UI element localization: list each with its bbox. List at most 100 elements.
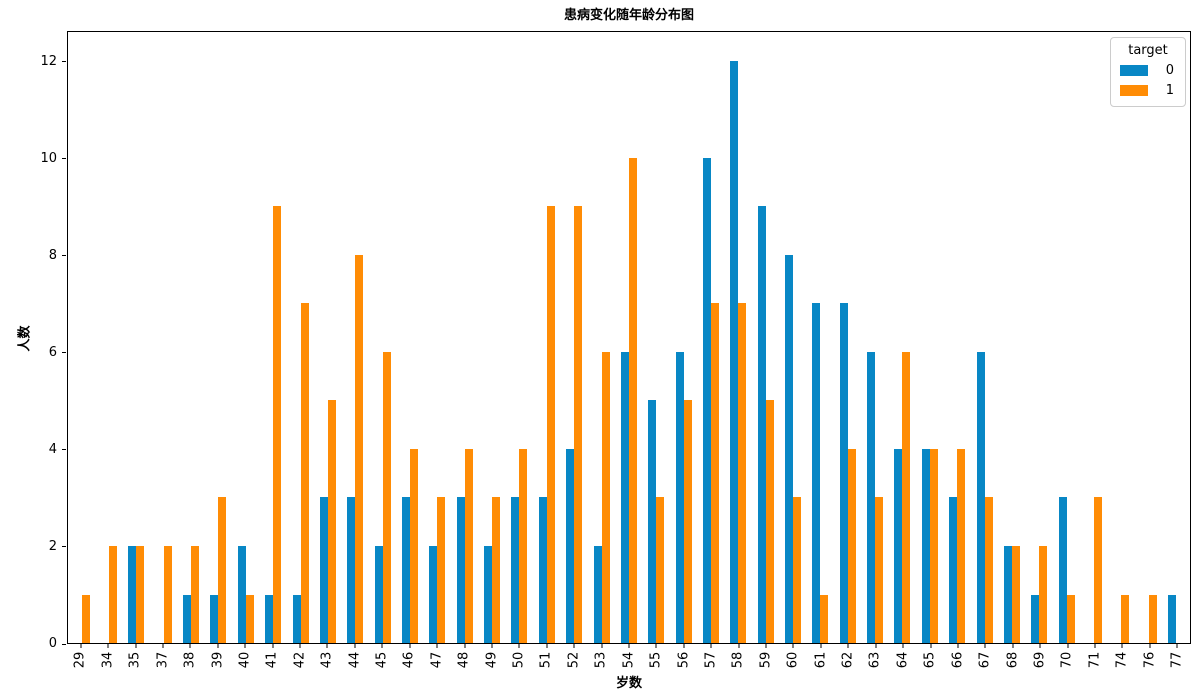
bar-group-age-59 — [752, 32, 779, 643]
bar-group-age-29 — [68, 32, 95, 643]
x-tick-mark — [655, 644, 657, 648]
x-tick-label-70: 70 — [1059, 651, 1075, 669]
bar-target0-age-67 — [976, 351, 985, 643]
y-tick-label-6: 6 — [48, 344, 57, 360]
x-tick-label-66: 66 — [949, 651, 965, 669]
bar-target1-age-64 — [902, 351, 911, 643]
bar-target0-age-48 — [456, 497, 465, 643]
bar-group-age-61 — [807, 32, 834, 643]
bar-group-age-63 — [861, 32, 888, 643]
x-tick-label-53: 53 — [593, 651, 609, 669]
bar-target1-age-59 — [765, 400, 774, 643]
x-tick-mark — [573, 644, 575, 648]
bar-target1-age-39 — [218, 497, 227, 643]
bar-target0-age-55 — [648, 400, 657, 643]
bar-group-age-55 — [643, 32, 670, 643]
x-tick-mark — [1176, 644, 1178, 648]
bar-target1-age-45 — [382, 351, 391, 643]
x-tick-mark — [299, 644, 301, 648]
x-tick-mark — [1039, 644, 1041, 648]
bar-target0-age-60 — [785, 254, 794, 643]
y-tick-mark — [62, 255, 66, 257]
y-tick-label-2: 2 — [48, 538, 57, 554]
y-tick-mark — [62, 352, 66, 354]
bar-target1-age-66 — [957, 448, 966, 643]
bar-target1-age-42 — [300, 303, 309, 643]
bar-target0-age-77 — [1168, 594, 1177, 643]
x-tick-label-46: 46 — [401, 651, 417, 669]
x-tick-mark — [272, 644, 274, 648]
x-tick-label-61: 61 — [812, 651, 828, 669]
x-tick-label-29: 29 — [72, 651, 88, 669]
x-tick-mark — [1067, 644, 1069, 648]
x-tick-label-71: 71 — [1087, 651, 1103, 669]
x-tick-label-41: 41 — [264, 651, 280, 669]
bar-target1-age-49 — [492, 497, 501, 643]
x-tick-label-48: 48 — [456, 651, 472, 669]
bar-target1-age-57 — [710, 303, 719, 643]
x-tick-label-60: 60 — [785, 651, 801, 669]
bar-target1-age-71 — [1093, 497, 1102, 643]
bar-group-age-47 — [424, 32, 451, 643]
x-tick-label-43: 43 — [319, 651, 335, 669]
x-tick-label-65: 65 — [922, 651, 938, 669]
bar-group-age-50 — [506, 32, 533, 643]
x-tick-mark — [710, 644, 712, 648]
x-tick-mark — [792, 644, 794, 648]
bar-group-age-77 — [1162, 32, 1189, 643]
bar-group-age-51 — [533, 32, 560, 643]
x-tick-mark — [1149, 644, 1151, 648]
y-axis-label: 人数 — [17, 325, 33, 352]
x-tick-mark — [957, 644, 959, 648]
bar-group-age-35 — [123, 32, 150, 643]
bar-target0-age-57 — [702, 157, 711, 643]
bar-target0-age-58 — [730, 60, 739, 643]
bar-target1-age-65 — [929, 448, 938, 643]
x-tick-label-44: 44 — [346, 651, 362, 669]
y-tick-mark — [62, 449, 66, 451]
bar-group-age-64 — [889, 32, 916, 643]
bar-target1-age-74 — [1121, 594, 1130, 643]
bar-group-age-71 — [1080, 32, 1107, 643]
bar-target1-age-38 — [191, 545, 200, 643]
bar-target0-age-66 — [949, 497, 958, 643]
bar-target1-age-55 — [656, 497, 665, 643]
bar-target0-age-42 — [292, 594, 301, 643]
y-tick-mark — [62, 61, 66, 63]
x-tick-label-74: 74 — [1114, 651, 1130, 669]
bar-target0-age-35 — [128, 545, 137, 643]
bar-group-age-56 — [670, 32, 697, 643]
bar-target1-age-69 — [1039, 545, 1048, 643]
legend-entry-target-1: 1 — [1120, 83, 1176, 98]
x-tick-mark — [683, 644, 685, 648]
x-axis-label: 岁数 — [615, 676, 642, 691]
y-tick-mark — [62, 158, 66, 160]
bar-group-age-40 — [232, 32, 259, 643]
y-tick-label-4: 4 — [48, 441, 57, 457]
bar-target0-age-65 — [921, 448, 930, 643]
bar-target1-age-61 — [820, 594, 829, 643]
bar-target1-age-46 — [409, 448, 418, 643]
x-tick-mark — [436, 644, 438, 648]
bar-target1-age-35 — [136, 545, 145, 643]
bar-group-age-57 — [697, 32, 724, 643]
bar-group-age-49 — [478, 32, 505, 643]
x-tick-mark — [518, 644, 520, 648]
x-tick-label-55: 55 — [648, 651, 664, 669]
y-tick-label-10: 10 — [40, 150, 57, 166]
bar-target1-age-63 — [875, 497, 884, 643]
x-tick-mark — [135, 644, 137, 648]
bar-target1-age-41 — [273, 206, 282, 643]
y-tick-mark — [62, 643, 66, 645]
bar-target0-age-63 — [867, 351, 876, 643]
bar-target1-age-37 — [163, 545, 172, 643]
y-tick-label-0: 0 — [48, 636, 57, 651]
x-tick-label-37: 37 — [154, 651, 170, 669]
bar-target0-age-61 — [812, 303, 821, 643]
bar-group-age-69 — [1026, 32, 1053, 643]
bar-group-age-74 — [1108, 32, 1135, 643]
bar-target1-age-40 — [245, 594, 254, 643]
bar-target1-age-68 — [1011, 545, 1020, 643]
bar-target1-age-29 — [81, 594, 90, 643]
